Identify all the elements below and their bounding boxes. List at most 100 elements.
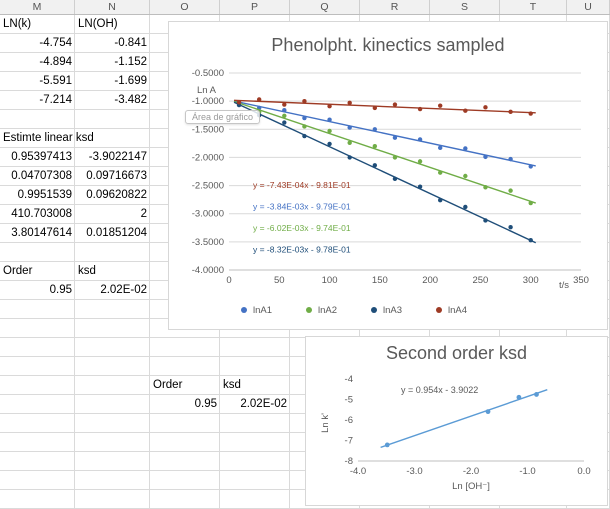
cell-N12[interactable]: 0.01851204 — [86, 227, 147, 239]
data-point[interactable] — [236, 100, 242, 105]
data-point[interactable] — [282, 102, 287, 107]
second-order-chart[interactable]: Second order ksd -4 -5 -6 -7 -8 -4.0 -3.0 -2.0-… — [305, 336, 608, 506]
data-point[interactable] — [302, 115, 307, 121]
cell-N15[interactable]: 2.02E-02 — [100, 284, 147, 296]
data-point[interactable] — [327, 141, 332, 147]
column-header-T[interactable]: T — [500, 0, 567, 14]
data-point[interactable] — [282, 120, 287, 125]
cell-N4[interactable]: -1.699 — [114, 75, 147, 87]
legend-marker-lnA3[interactable] — [371, 307, 377, 313]
legend-label-lnA2[interactable]: lnA2 — [318, 305, 337, 316]
column-header-M[interactable]: M — [0, 0, 75, 14]
data-point[interactable] — [417, 137, 423, 142]
column-header-N[interactable]: N — [75, 0, 150, 14]
column-header-P[interactable]: P — [220, 0, 290, 14]
data-point[interactable] — [438, 170, 443, 175]
data-point[interactable] — [528, 111, 533, 116]
trendline-lnk[interactable] — [380, 389, 548, 449]
data-point[interactable] — [372, 127, 378, 132]
cell-M4[interactable]: -5.591 — [39, 75, 72, 87]
cell-P21[interactable]: 2.02E-02 — [240, 398, 287, 410]
cell-O20[interactable]: Order — [153, 379, 183, 391]
data-point[interactable] — [508, 188, 513, 193]
data-point[interactable] — [392, 155, 398, 160]
data-point[interactable] — [463, 146, 468, 151]
data-point[interactable] — [528, 164, 533, 169]
column-header-Q[interactable]: Q — [290, 0, 360, 14]
cell-N14[interactable]: ksd — [78, 265, 96, 277]
cell-M7[interactable]: Estimte linear ksd — [3, 132, 94, 144]
cell-M2[interactable]: -4.754 — [39, 37, 72, 49]
legend-label-lnA4[interactable]: lnA4 — [448, 305, 467, 316]
legend-marker-lnA4[interactable] — [436, 307, 442, 313]
cell-N2[interactable]: -0.841 — [114, 37, 147, 49]
data-point[interactable] — [417, 184, 423, 189]
cell-P20[interactable]: ksd — [223, 379, 241, 391]
cell-N5[interactable]: -3.482 — [114, 94, 147, 106]
series-lnA1[interactable] — [233, 100, 536, 169]
legend-marker-lnA1[interactable] — [241, 307, 247, 313]
data-point[interactable] — [347, 140, 352, 145]
column-header-U[interactable]: U — [567, 0, 610, 14]
series-lnk[interactable] — [380, 389, 548, 449]
data-point[interactable] — [417, 106, 423, 112]
data-point[interactable] — [485, 409, 491, 415]
data-point[interactable] — [327, 128, 332, 134]
data-point[interactable] — [327, 117, 332, 122]
data-point[interactable] — [463, 204, 468, 210]
chart-legend[interactable]: lnA1 lnA2 lnA3 lnA4 — [241, 305, 467, 316]
cell-M8[interactable]: 0.95397413 — [11, 151, 72, 163]
data-point[interactable] — [483, 185, 488, 190]
column-header-O[interactable]: O — [150, 0, 220, 14]
data-point[interactable] — [483, 218, 488, 223]
cell-M11[interactable]: 410.703008 — [11, 208, 72, 220]
data-point[interactable] — [392, 102, 398, 107]
cell-O21[interactable]: 0.95 — [194, 398, 217, 410]
data-point[interactable] — [508, 109, 513, 115]
data-point[interactable] — [347, 100, 352, 106]
data-point[interactable] — [463, 173, 468, 179]
data-point[interactable] — [463, 108, 468, 113]
trendline-lnA3[interactable] — [233, 101, 537, 244]
data-point[interactable] — [372, 143, 378, 149]
series-lnA4[interactable] — [233, 97, 536, 116]
series-lnA2[interactable] — [233, 100, 536, 206]
series-lnA3[interactable] — [233, 101, 537, 244]
cell-N8[interactable]: -3.9022147 — [88, 151, 147, 163]
data-point[interactable] — [534, 392, 539, 397]
data-point[interactable] — [327, 104, 332, 109]
cell-M15[interactable]: 0.95 — [49, 284, 72, 296]
cell-M14[interactable]: Order — [3, 265, 33, 277]
data-point[interactable] — [508, 156, 513, 162]
cell-M1[interactable]: LN(k) — [3, 18, 32, 30]
data-point[interactable] — [302, 133, 307, 139]
kinetics-chart[interactable]: Phenolpht. kinectics sampled -0.5000 -1.0… — [168, 21, 608, 330]
data-point[interactable] — [302, 124, 307, 129]
data-point[interactable] — [282, 113, 287, 118]
data-point[interactable] — [392, 176, 398, 182]
legend-marker-lnA2[interactable] — [306, 307, 312, 313]
data-point[interactable] — [483, 105, 488, 110]
data-point[interactable] — [508, 225, 513, 230]
cell-N3[interactable]: -1.152 — [114, 56, 147, 68]
column-header-R[interactable]: R — [360, 0, 430, 14]
data-point[interactable] — [372, 105, 378, 111]
legend-label-lnA1[interactable]: lnA1 — [253, 305, 272, 316]
cell-M10[interactable]: 0.9951539 — [17, 189, 72, 201]
data-point[interactable] — [347, 155, 352, 160]
data-point[interactable] — [392, 135, 398, 140]
data-point[interactable] — [347, 125, 352, 130]
data-point[interactable] — [384, 442, 390, 448]
cell-N10[interactable]: 0.09620822 — [86, 189, 147, 201]
cell-N1[interactable]: LN(OH) — [78, 18, 118, 30]
data-point[interactable] — [256, 97, 262, 102]
data-point[interactable] — [302, 98, 307, 104]
cell-M12[interactable]: 3.80147614 — [11, 227, 72, 239]
cell-N11[interactable]: 2 — [140, 208, 147, 220]
data-point[interactable] — [438, 103, 443, 108]
legend-label-lnA3[interactable]: lnA3 — [383, 305, 402, 316]
data-point[interactable] — [438, 198, 443, 203]
cell-N9[interactable]: 0.09716673 — [86, 170, 147, 182]
cell-M9[interactable]: 0.04707308 — [11, 170, 72, 182]
data-point[interactable] — [438, 145, 443, 151]
